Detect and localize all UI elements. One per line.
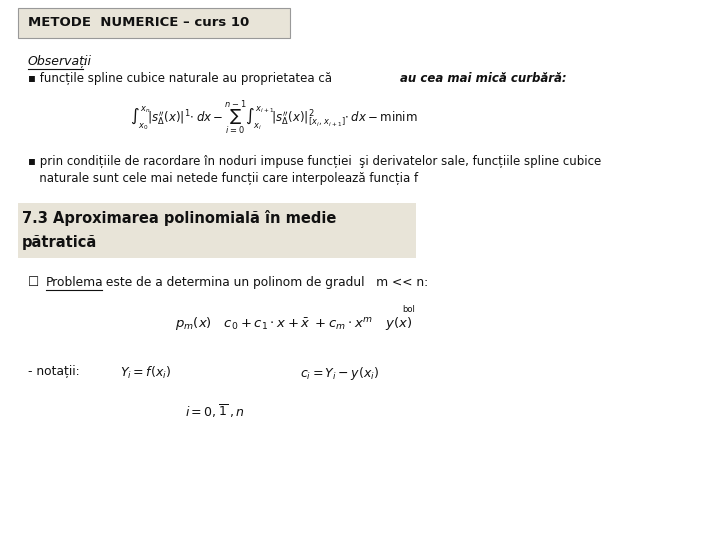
Text: Observații: Observații	[28, 55, 92, 68]
Text: $c_i = Y_i - y(x_i)$: $c_i = Y_i - y(x_i)$	[300, 365, 379, 382]
Text: $p_m(x)\quad c_0+c_1\cdot x+\bar{x}\;+c_m\cdot x^m\quad y(x)$: $p_m(x)\quad c_0+c_1\cdot x+\bar{x}\;+c_…	[175, 314, 412, 332]
Text: $\int_{x_0}^{x_n}\!\left|s_\Delta''(x)\right|^{1}\!\cdot dx - \sum_{i=0}^{n-1}\i: $\int_{x_0}^{x_n}\!\left|s_\Delta''(x)\r…	[130, 99, 418, 137]
Text: ▪ funcțile spline cubice naturale au proprietatea că: ▪ funcțile spline cubice naturale au pro…	[28, 72, 336, 85]
Text: :: :	[83, 55, 87, 68]
Text: $i = 0,\overline{1}\;,n$: $i = 0,\overline{1}\;,n$	[185, 403, 245, 420]
Text: este de a determina un polinom de gradul   m << n:: este de a determina un polinom de gradul…	[102, 276, 428, 289]
Text: au cea mai mică curbără:: au cea mai mică curbără:	[400, 72, 567, 85]
Text: Problema: Problema	[46, 276, 104, 289]
FancyBboxPatch shape	[18, 8, 290, 38]
Text: bol: bol	[402, 306, 415, 314]
Text: $Y_i = f(x_i)$: $Y_i = f(x_i)$	[120, 365, 171, 381]
Text: METODE  NUMERICE – curs 10: METODE NUMERICE – curs 10	[28, 17, 249, 30]
Text: pătratică: pătratică	[22, 235, 97, 251]
Text: naturale sunt cele mai netede funcții care interpolează funcția f: naturale sunt cele mai netede funcții ca…	[28, 172, 418, 185]
Text: ▪ prin condițiile de racordare în noduri impuse funcției  şi derivatelor sale, f: ▪ prin condițiile de racordare în noduri…	[28, 155, 601, 168]
Text: ☐: ☐	[28, 276, 40, 289]
Text: - notații:: - notații:	[28, 365, 80, 378]
FancyBboxPatch shape	[18, 203, 416, 258]
Text: 7.3 Aproximarea polinomială în medie: 7.3 Aproximarea polinomială în medie	[22, 210, 336, 226]
